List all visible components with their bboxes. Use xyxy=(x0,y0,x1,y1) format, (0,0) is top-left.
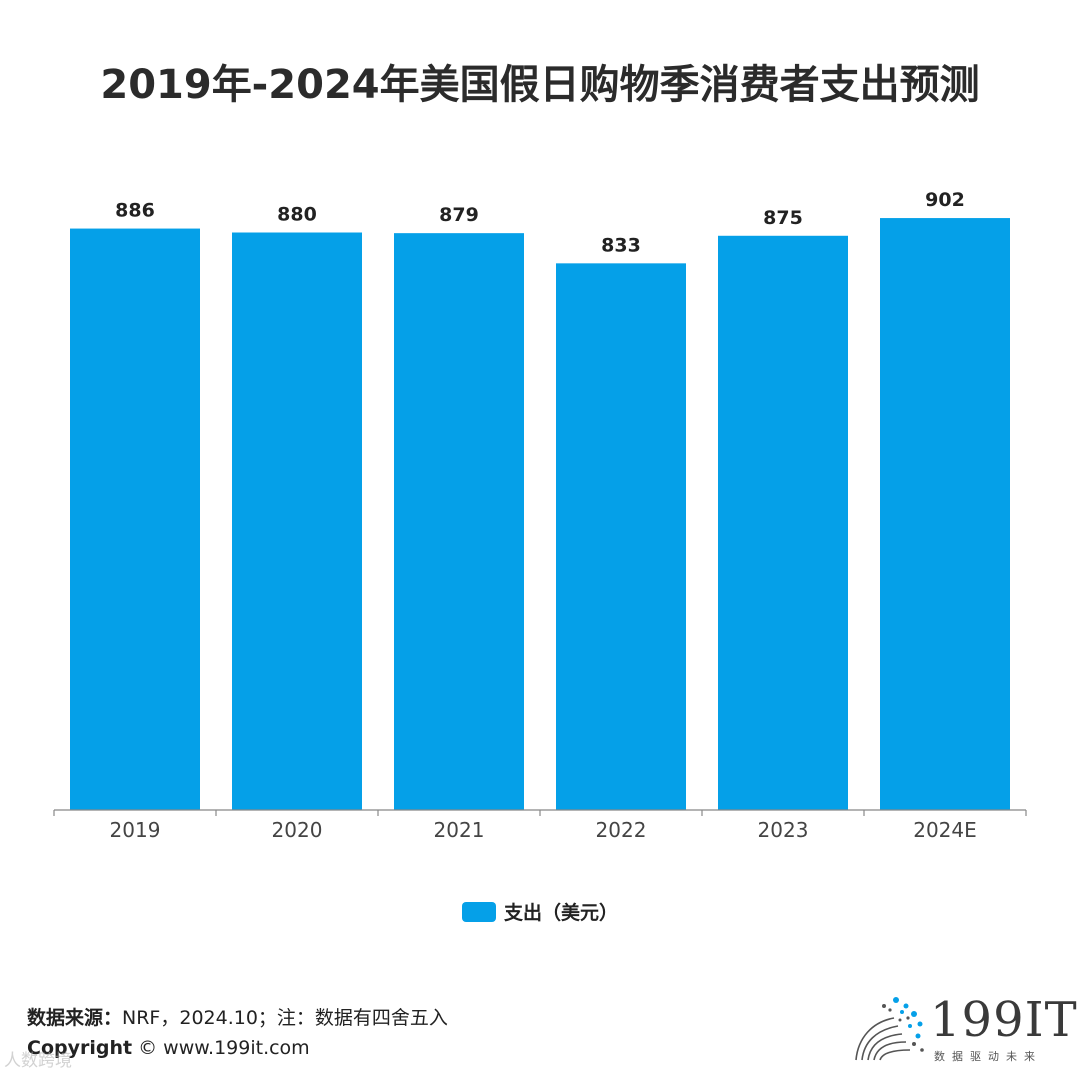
bar-2023 xyxy=(718,235,848,810)
data-source-label: 数据来源： xyxy=(27,1007,123,1029)
bar-2020 xyxy=(232,232,362,810)
data-label-2020: 880 xyxy=(277,204,317,226)
x-tick-label-2020: 2020 xyxy=(272,818,323,842)
chart-title: 2019年-2024年美国假日购物季消费者支出预测 xyxy=(100,62,980,108)
legend-label: 支出（美元） xyxy=(503,902,618,924)
data-labels-group: 886 880 879 833 875 902 xyxy=(115,189,965,256)
data-source-text: NRF，2024.10；注：数据有四舍五入 xyxy=(122,1007,448,1029)
x-tick-label-2019: 2019 xyxy=(110,818,161,842)
x-tick-label-2023: 2023 xyxy=(758,818,809,842)
copyright-label: Copyright xyxy=(27,1037,133,1059)
data-label-2024E: 902 xyxy=(925,189,965,211)
legend-swatch xyxy=(461,901,496,922)
bar-2019 xyxy=(70,228,200,810)
data-source: 数据来源：NRF，2024.10；注：数据有四舍五入 xyxy=(27,1003,448,1030)
bars-group xyxy=(70,218,1010,810)
x-tick-label-2022: 2022 xyxy=(596,818,647,842)
logo-wordmark: 199IT xyxy=(930,992,1078,1048)
logo-tagline: 数据驱动未来 xyxy=(934,1050,1042,1063)
logo-dots-icon xyxy=(855,997,924,1061)
data-label-2021: 879 xyxy=(439,204,479,226)
data-label-2022: 833 xyxy=(601,234,641,256)
x-tick-label-2024E: 2024E xyxy=(913,818,977,842)
data-label-2019: 886 xyxy=(115,200,155,222)
copyright-text: © www.199it.com xyxy=(138,1037,310,1059)
logo-199it: 199IT 数据驱动未来 xyxy=(848,992,1077,1064)
legend: 支出（美元） xyxy=(0,898,1080,925)
x-tick-label-2021: 2021 xyxy=(434,818,485,842)
data-label-2023: 875 xyxy=(763,207,803,229)
copyright: Copyright © www.199it.com xyxy=(27,1037,310,1059)
x-axis: 2019 2020 2021 2022 2023 2024E xyxy=(53,809,1027,842)
watermark: 人数跨境 xyxy=(4,1051,72,1071)
bar-2024E xyxy=(880,218,1010,810)
bar-2022 xyxy=(556,263,686,810)
bar-2021 xyxy=(394,233,524,810)
